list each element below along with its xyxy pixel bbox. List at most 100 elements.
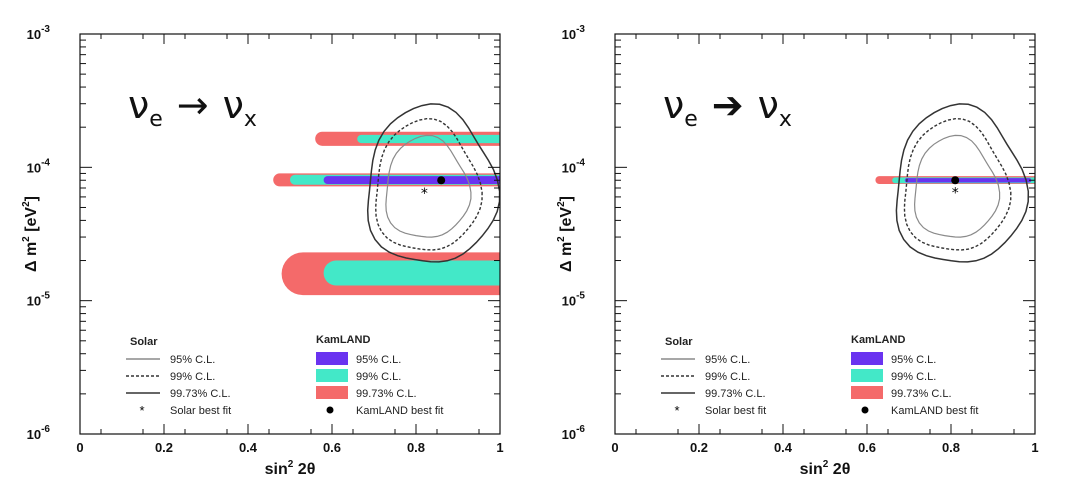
y-tick-exponent: -5 bbox=[576, 291, 585, 302]
legend-kamland-entry: 95% C.L. bbox=[891, 354, 936, 366]
y-tick-label: 10-3 bbox=[562, 24, 586, 42]
kamland-cl95-region-0 bbox=[904, 178, 1032, 183]
legend-solar-entry: 99.73% C.L. bbox=[170, 388, 231, 400]
x-tick-label: 0 bbox=[611, 440, 618, 455]
y-axis-label-close: ] bbox=[558, 196, 575, 201]
reaction-to-subscript: x bbox=[244, 107, 257, 132]
plot-area: * bbox=[875, 103, 1035, 263]
y-tick-exponent: -3 bbox=[576, 24, 585, 35]
x-tick-label: 0.2 bbox=[155, 440, 173, 455]
x-tick-label: 0.8 bbox=[942, 440, 960, 455]
reaction-annotation: νe ➔ νx bbox=[663, 83, 792, 132]
legend-kamland-entry: 99.73% C.L. bbox=[356, 388, 417, 400]
x-axis-label-text: sin bbox=[265, 461, 288, 478]
x-tick-label: 0.2 bbox=[690, 440, 708, 455]
x-axis-label-sup: 2 bbox=[823, 459, 829, 470]
y-axis-label: Δ m2 [eV2] bbox=[21, 196, 40, 272]
x-axis-label-tail: 2θ bbox=[293, 461, 315, 478]
reaction-from: ν bbox=[663, 83, 684, 127]
x-axis-label: sin2 2θ bbox=[800, 459, 851, 478]
legend-kamland-swatch bbox=[851, 352, 883, 365]
x-tick-label: 0 bbox=[76, 440, 83, 455]
y-tick-base: 10 bbox=[27, 427, 41, 442]
legend-solar-entry: 99% C.L. bbox=[170, 371, 215, 383]
legend-kamland-entry: 99% C.L. bbox=[356, 371, 401, 383]
x-tick-label: 1 bbox=[496, 440, 503, 455]
y-axis-label-unit-sup: 2 bbox=[556, 201, 567, 207]
y-axis-label-text: Δ m bbox=[558, 242, 575, 272]
legend-kamland-dot bbox=[861, 406, 869, 414]
x-tick-label: 0.4 bbox=[774, 440, 793, 455]
y-tick-exponent: -5 bbox=[41, 291, 50, 302]
legend-kamland-title: KamLAND bbox=[316, 334, 370, 346]
y-tick-exponent: -3 bbox=[41, 24, 50, 35]
y-axis-label-text: Δ m bbox=[23, 242, 40, 272]
x-axis-label-text: sin bbox=[800, 461, 823, 478]
solar-9973-contour bbox=[366, 103, 500, 263]
legend-kamland-entry: 95% C.L. bbox=[356, 354, 401, 366]
plot-area: * bbox=[273, 103, 500, 296]
y-tick-base: 10 bbox=[562, 160, 576, 175]
y-axis-label-close: ] bbox=[23, 196, 40, 201]
solar-9973-contour bbox=[895, 103, 1030, 263]
legend-solar-entry: 99% C.L. bbox=[705, 371, 750, 383]
y-axis-label-unit: [eV bbox=[23, 207, 40, 237]
solar-99-contour bbox=[903, 117, 1012, 251]
y-tick-base: 10 bbox=[562, 294, 576, 309]
x-tick-label: 0.4 bbox=[239, 440, 258, 455]
x-tick-label: 0.6 bbox=[858, 440, 876, 455]
legend-kamland-entry: KamLAND best fit bbox=[356, 405, 443, 417]
solar-99-contour bbox=[374, 117, 483, 251]
y-tick-label: 10-6 bbox=[562, 424, 586, 442]
y-tick-exponent: -6 bbox=[576, 424, 585, 435]
legend-solar-title: Solar bbox=[130, 336, 158, 348]
solar-best-fit-point: * bbox=[952, 185, 959, 201]
plot-frame bbox=[79, 33, 501, 435]
kamland-best-fit-point bbox=[951, 176, 960, 185]
legend-kamland-title: KamLAND bbox=[851, 334, 905, 346]
legend-solar-entry: 95% C.L. bbox=[705, 354, 750, 366]
reaction-arrow: ➔ bbox=[712, 83, 744, 127]
y-tick-exponent: -4 bbox=[576, 157, 585, 168]
y-tick-base: 10 bbox=[27, 27, 41, 42]
kamland-best-fit-point bbox=[437, 176, 446, 185]
x-axis-label-sup: 2 bbox=[288, 459, 294, 470]
reaction-arrow: → bbox=[177, 83, 209, 127]
y-tick-base: 10 bbox=[27, 294, 41, 309]
kamland-cl99-region-1 bbox=[357, 134, 500, 144]
legend-solar-title: Solar bbox=[665, 336, 693, 348]
solar-95-contour bbox=[385, 134, 472, 238]
reaction-from-subscript: e bbox=[149, 107, 163, 132]
y-tick-base: 10 bbox=[562, 27, 576, 42]
y-axis-label: Δ m2 [eV2] bbox=[556, 196, 575, 272]
y-tick-label: 10-5 bbox=[27, 291, 51, 309]
reaction-from: ν bbox=[128, 83, 149, 127]
legend-kamland-swatch bbox=[851, 386, 883, 399]
legend-solar-entry: 95% C.L. bbox=[170, 354, 215, 366]
x-tick-label: 0.6 bbox=[323, 440, 341, 455]
legend-kamland-entry: KamLAND best fit bbox=[891, 405, 978, 417]
reaction-from-subscript: e bbox=[684, 107, 698, 132]
legend-kamland-swatch bbox=[316, 369, 348, 382]
y-axis-label-sup: 2 bbox=[21, 236, 32, 242]
legend-solar-star: * bbox=[674, 403, 679, 418]
y-tick-label: 10-4 bbox=[27, 157, 51, 175]
reaction-to: ν bbox=[758, 83, 779, 127]
y-tick-exponent: -6 bbox=[41, 424, 50, 435]
legend-solar-entry: Solar best fit bbox=[170, 405, 231, 417]
y-tick-base: 10 bbox=[562, 427, 576, 442]
plot-frame bbox=[614, 33, 1036, 435]
reaction-to-subscript: x bbox=[779, 107, 792, 132]
kamland-cl99-region-2 bbox=[323, 260, 500, 286]
reaction-annotation: νe → νx bbox=[128, 83, 257, 132]
legend-solar-star: * bbox=[139, 403, 144, 418]
legend-kamland-swatch bbox=[851, 369, 883, 382]
y-tick-label: 10-4 bbox=[562, 157, 586, 175]
y-axis-label-sup: 2 bbox=[556, 236, 567, 242]
legend-kamland-dot bbox=[326, 406, 334, 414]
legend-solar-entry: 99.73% C.L. bbox=[705, 388, 766, 400]
solar-best-fit-point: * bbox=[421, 186, 428, 202]
legend-kamland-entry: 99% C.L. bbox=[891, 371, 936, 383]
